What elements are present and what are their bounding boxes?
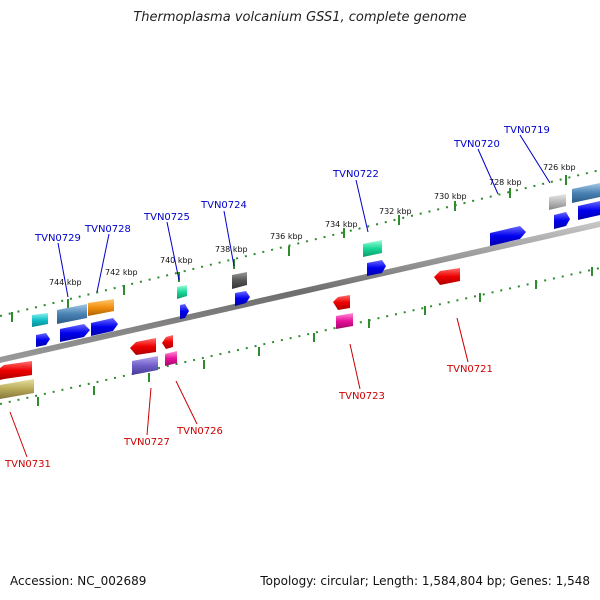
gene-arrow-forward: [578, 201, 600, 220]
gene-label: TVN0731: [4, 459, 51, 470]
gene-feature: [177, 285, 187, 299]
gene-arrow-forward: [554, 212, 570, 229]
gene-label: TVN0723: [338, 391, 385, 402]
gene-label: TVN0728: [84, 224, 131, 235]
ruler-line-top: [0, 169, 600, 317]
ruler-label: 732 kbp: [379, 207, 412, 216]
gene-feature: [0, 379, 34, 399]
page-title: Thermoplasma volcanium GSS1, complete ge…: [133, 10, 467, 25]
top-lower-genes: [36, 201, 600, 347]
gene-arrow-forward: [60, 324, 90, 342]
gene-feature: [165, 351, 177, 366]
gene-feature: [32, 313, 48, 327]
gene-label: TVN0726: [176, 426, 223, 437]
gene-arrow-forward: [91, 318, 118, 336]
gene-label: TVN0720: [453, 139, 500, 150]
ruler-label: 736 kbp: [270, 232, 303, 241]
genome-summary-text: Topology: circular; Length: 1,584,804 bp…: [260, 574, 590, 588]
bottom-gene-labels: TVN0721 TVN0723 TVN0726 TVN0727 TVN0731: [4, 364, 493, 470]
gene-arrow-reverse: [130, 338, 156, 355]
genome-backbone: [0, 221, 600, 363]
gene-label: TVN0724: [200, 200, 247, 211]
ruler-label: 742 kbp: [105, 268, 138, 277]
gene-feature: [57, 304, 87, 324]
bottom-leader-lines: [9, 317, 469, 458]
gene-feature: [336, 313, 353, 329]
gene-label: TVN0725: [143, 212, 190, 223]
gene-label: TVN0727: [123, 437, 170, 448]
gene-feature: [549, 194, 566, 210]
accession-text: Accession: NC_002689: [10, 574, 147, 588]
ruler-label: 728 kbp: [489, 178, 522, 187]
gene-feature: [88, 299, 114, 316]
gene-arrow-forward: [490, 226, 526, 246]
gene-arrow-forward: [367, 260, 386, 276]
gene-feature: [363, 240, 382, 257]
gene-feature: [572, 183, 600, 203]
gene-label: TVN0719: [503, 125, 550, 136]
ruler-label: 740 kbp: [160, 256, 193, 265]
gene-arrow-reverse: [333, 295, 350, 310]
gene-label: TVN0729: [34, 233, 81, 244]
gene-arrow-forward: [235, 291, 250, 306]
gene-label: TVN0722: [332, 169, 379, 180]
top-upper-genes: [32, 183, 600, 327]
gene-label: TVN0721: [446, 364, 493, 375]
gene-feature: [132, 356, 158, 375]
ruler-label: 734 kbp: [325, 220, 358, 229]
top-leader-lines: [57, 134, 551, 298]
ruler-label: 730 kbp: [434, 192, 467, 201]
bottom-genes: [0, 268, 460, 399]
gene-arrow-forward: [180, 304, 189, 319]
top-gene-labels: TVN0719 TVN0720 TVN0722 TVN0724 TVN0725 …: [34, 125, 550, 244]
gene-arrow-reverse: [0, 361, 32, 380]
ruler-line-bottom: [0, 267, 600, 405]
ruler-label: 726 kbp: [543, 163, 576, 172]
gene-feature: [232, 272, 247, 289]
gene-arrow-forward: [36, 333, 50, 347]
gene-arrow-reverse: [434, 268, 460, 285]
ruler-major-ticks: [11, 175, 593, 406]
gene-arrow-reverse: [162, 335, 173, 349]
